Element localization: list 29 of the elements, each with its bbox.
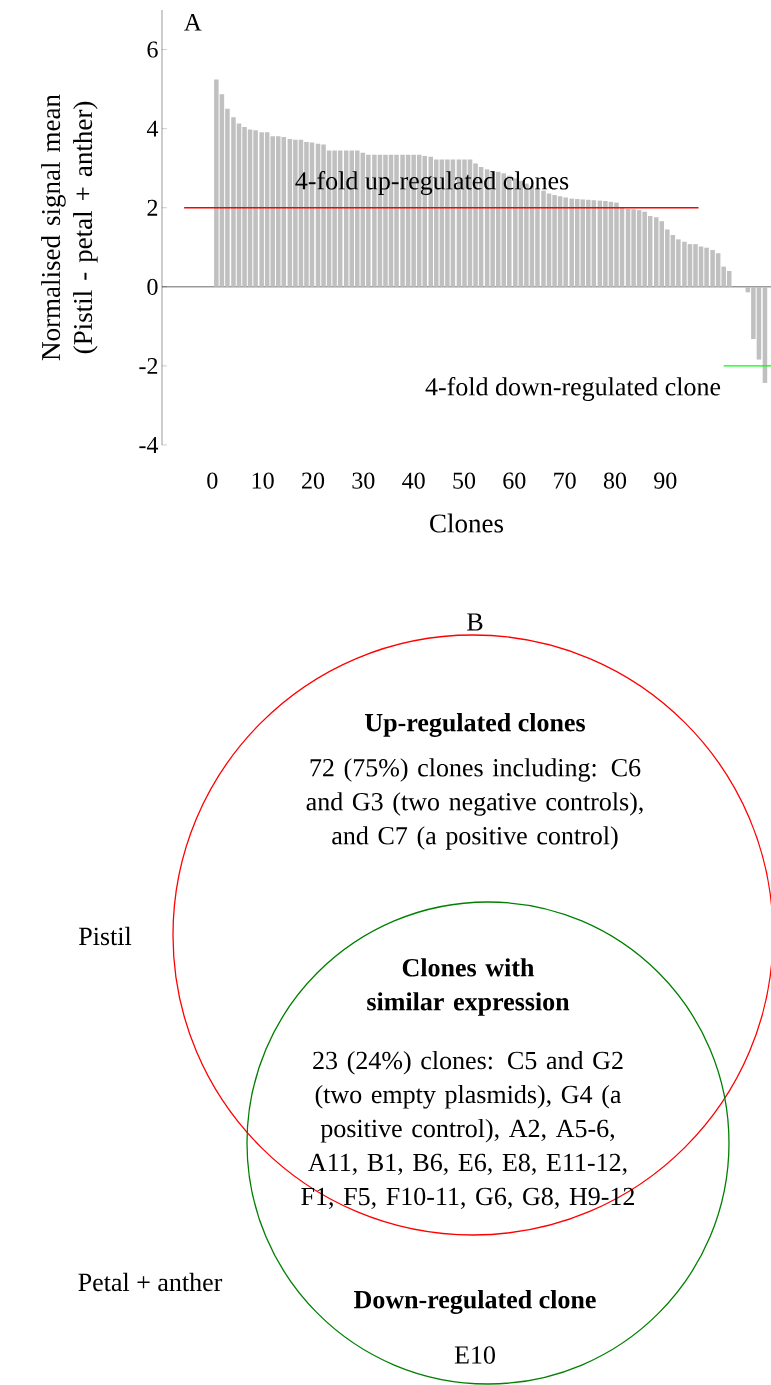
x-tick-label: 0: [207, 472, 218, 489]
x-tick-label: 60: [503, 472, 526, 489]
text: Down-regulated clone: [354, 1290, 596, 1314]
chart-title: A: [184, 14, 202, 31]
x-tick-label: 20: [302, 472, 325, 489]
x-axis-title: Clones: [430, 513, 504, 533]
text: Pistil: [79, 926, 132, 946]
text: Up-regulated clones: [365, 713, 585, 737]
annotation: 4-fold down-regulated clone: [425, 377, 721, 401]
text: B: [467, 613, 483, 631]
y-tick-label: 4: [146, 120, 159, 137]
y-axis-title: Normalised signal mean (Pistil - petal + anther): [41, 94, 98, 361]
x-tick-label: 10: [252, 472, 274, 489]
x-tick-label: 40: [402, 472, 425, 489]
x-tick-label: 30: [352, 472, 375, 489]
y-tick-label: -2: [139, 357, 158, 374]
text: Petal + anther: [78, 1272, 223, 1292]
y-tick-label: 6: [147, 41, 158, 58]
y-tick-label: 2: [147, 199, 158, 216]
text: Clones with similar expression: [367, 958, 570, 1016]
y-tick-label: 0: [147, 278, 158, 295]
x-tick-label: 70: [554, 472, 576, 489]
text: 72 (75%) clones including: C6 and G3 (two negative controls), and C7 (a positive control): [306, 758, 643, 850]
x-tick-label: 80: [603, 472, 627, 489]
y-tick-label: -4: [139, 437, 159, 453]
annotation: 4-fold up-regulated clones: [295, 171, 569, 195]
text: E10: [454, 1346, 495, 1364]
x-tick-label: 90: [654, 472, 677, 489]
x-tick-label: 50: [453, 472, 476, 489]
